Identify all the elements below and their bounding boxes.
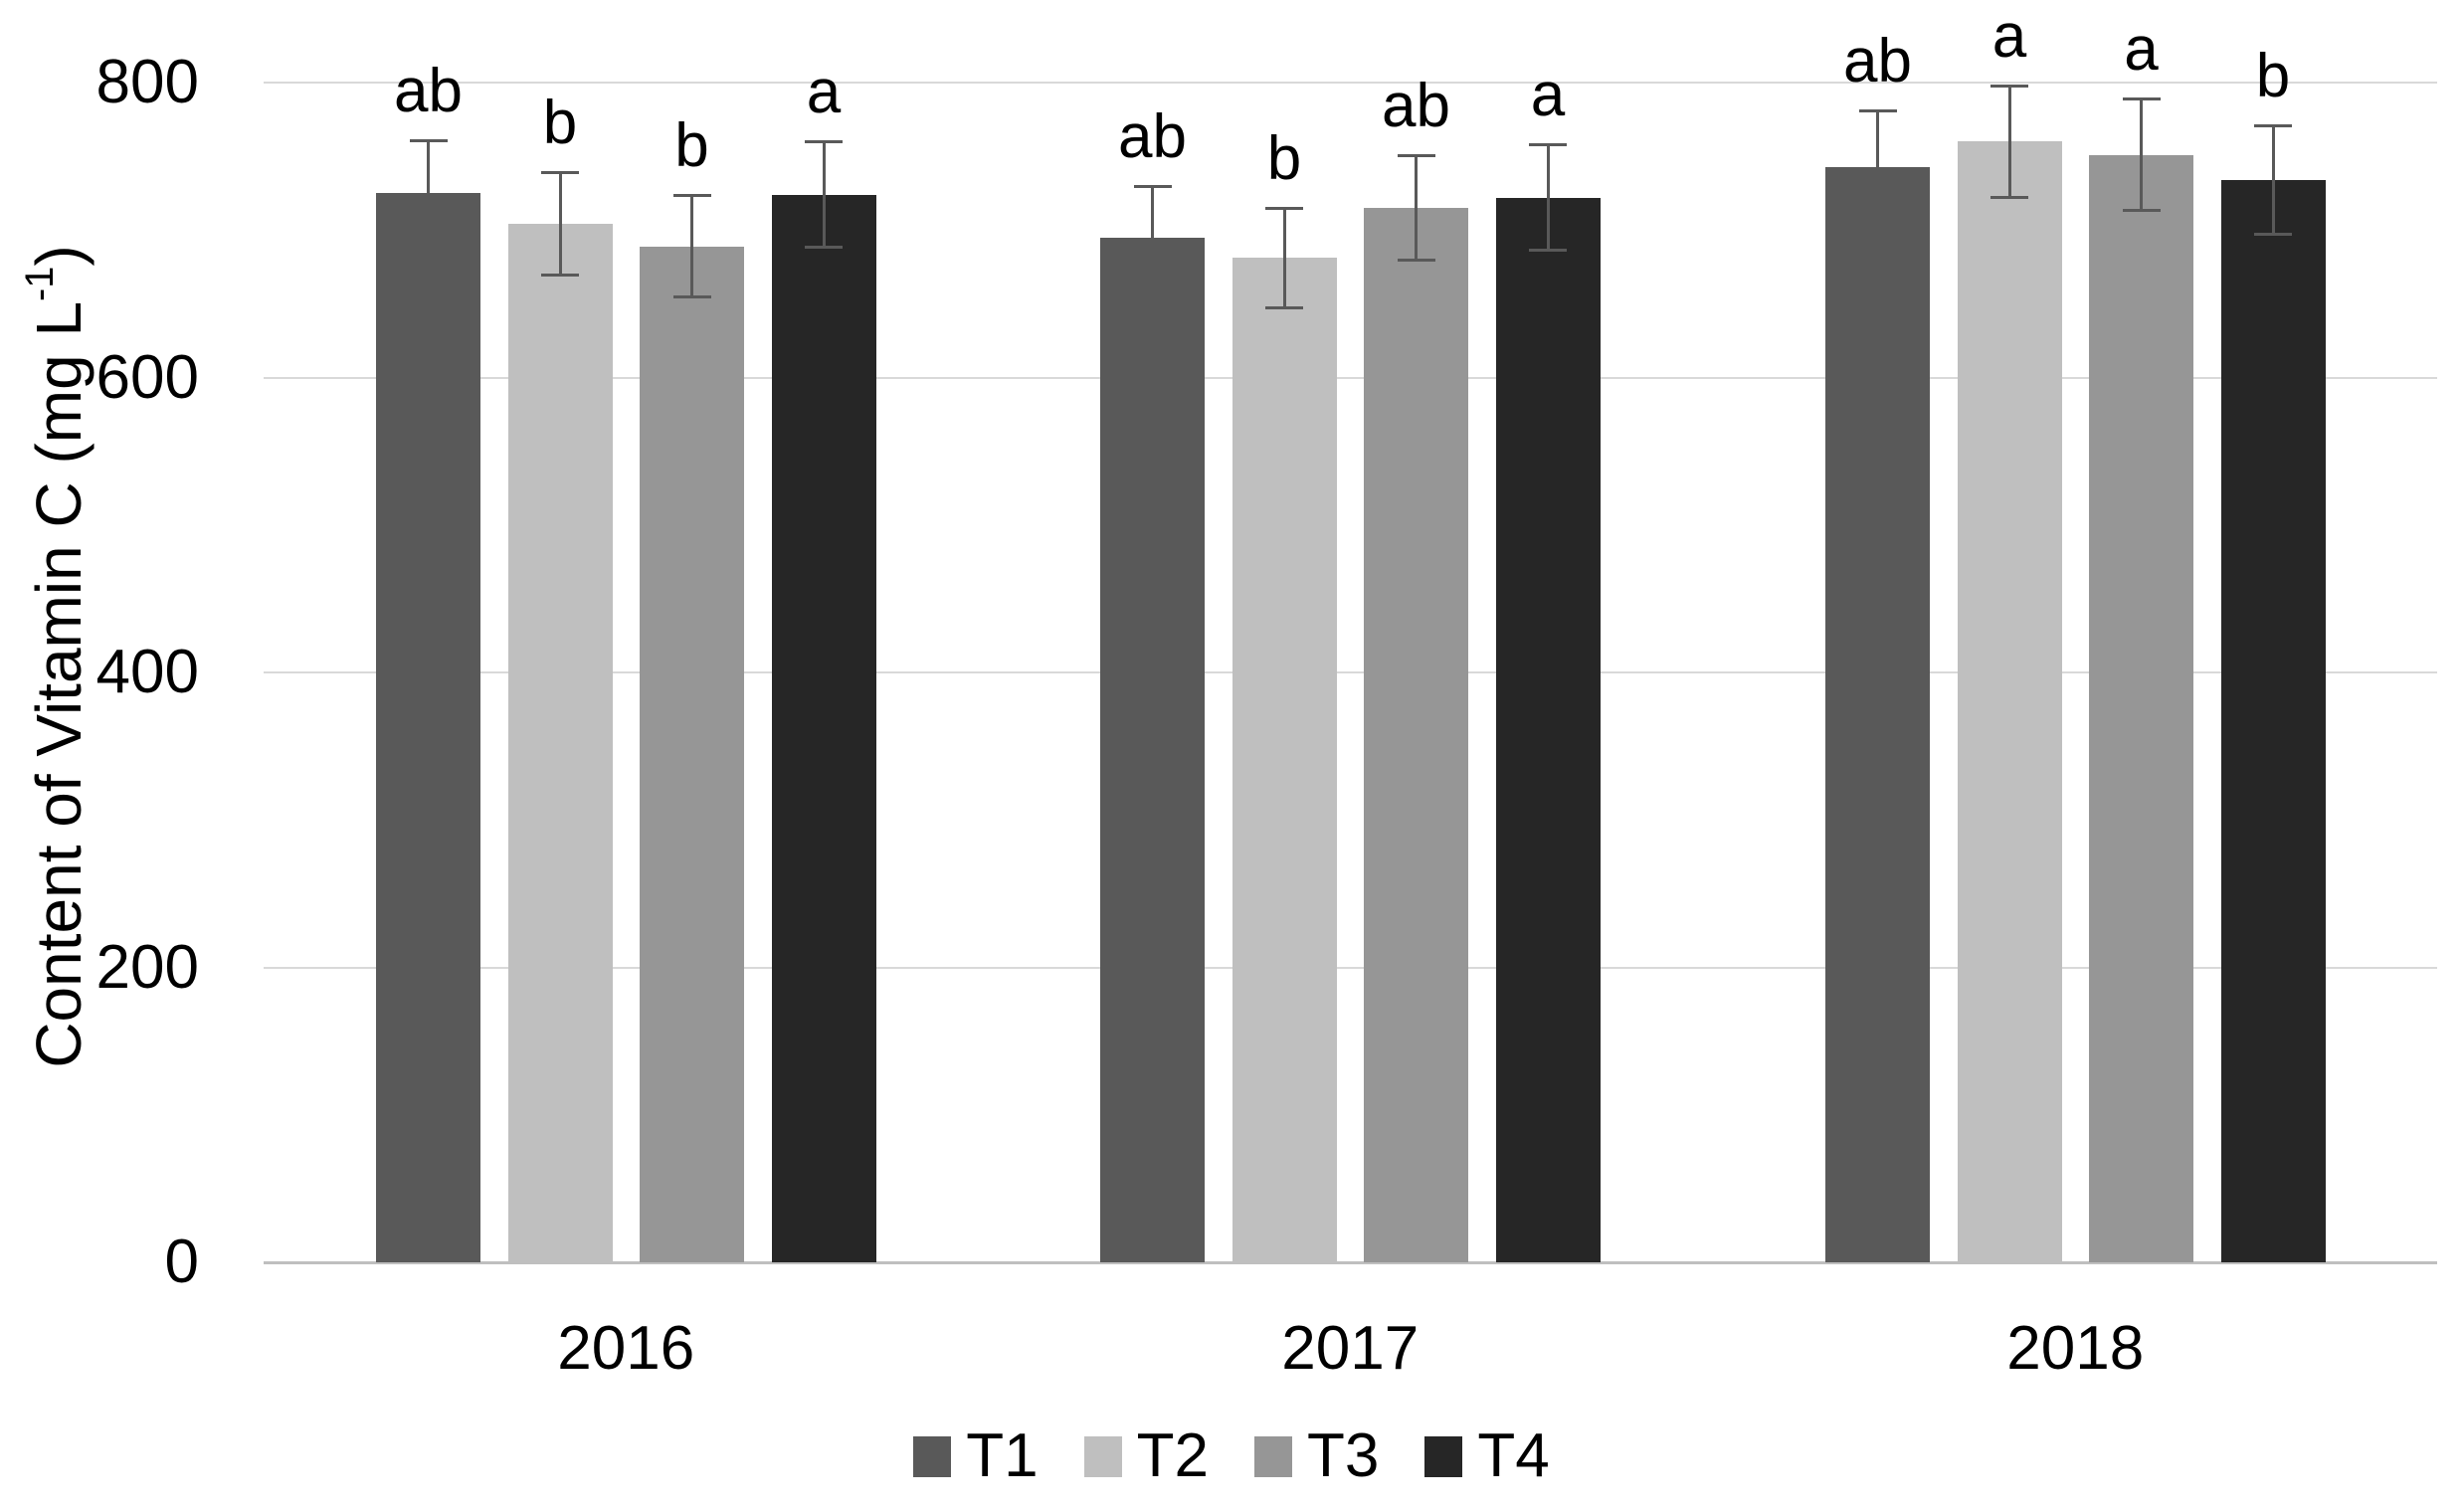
error-bar-cap-top-T4-2018 [2254, 124, 2292, 127]
legend-swatch-T4 [1424, 1435, 1463, 1477]
error-bar-cap-bottom-T2-2018 [1990, 195, 2028, 199]
error-bar-cap-bottom-T1-2016 [409, 244, 448, 248]
error-bar-T2-2016 [558, 172, 562, 277]
significance-letter-T1-2018: ab [1843, 27, 1912, 96]
error-bar-cap-top-T1-2017 [1133, 184, 1172, 188]
significance-letter-T4-2016: a [806, 58, 842, 127]
error-bar-cap-top-T2-2018 [1990, 84, 2028, 88]
bar-T4-2016 [771, 194, 876, 1262]
legend-item-T3: T3 [1254, 1425, 1379, 1487]
bar-T4-2017 [1495, 197, 1601, 1262]
significance-letter-T4-2018: b [2255, 42, 2291, 110]
bar-T3-2016 [640, 246, 744, 1262]
x-axis-label-2016: 2016 [557, 1314, 695, 1383]
error-bar-cap-bottom-T3-2016 [672, 295, 711, 299]
error-bar-T4-2017 [1546, 144, 1550, 252]
legend-label-T4: T4 [1477, 1421, 1550, 1490]
legend-swatch-T2 [1083, 1435, 1122, 1477]
error-bar-T1-2018 [1876, 110, 1879, 223]
bar-T1-2016 [376, 193, 480, 1262]
legend-item-T4: T4 [1424, 1421, 1550, 1490]
bar-T2-2016 [507, 224, 613, 1262]
error-bar-T3-2018 [2140, 98, 2143, 211]
x-axis-line [264, 1261, 2437, 1264]
gridline-600 [264, 376, 2437, 379]
significance-letter-T1-2016: ab [394, 56, 463, 125]
legend-label-T2: T2 [1136, 1421, 1209, 1490]
legend-swatch-T1 [913, 1435, 952, 1477]
error-bar-T3-2016 [690, 194, 693, 298]
significance-letter-T3-2016: b [674, 110, 709, 180]
bar-T1-2017 [1100, 237, 1205, 1262]
gridline-200 [264, 966, 2437, 969]
y-tick-label-600: 600 [95, 342, 199, 412]
error-bar-cap-top-T4-2017 [1529, 143, 1567, 147]
bar-T4-2018 [2220, 179, 2326, 1262]
error-bar-T3-2017 [1415, 154, 1418, 262]
error-bar-cap-top-T3-2017 [1397, 153, 1435, 157]
significance-letter-T4-2017: a [1530, 61, 1566, 130]
legend-swatch-T3 [1254, 1435, 1292, 1477]
error-bar-cap-bottom-T2-2017 [1265, 305, 1303, 309]
error-bar-T4-2016 [822, 141, 826, 249]
x-axis-label-2017: 2017 [1281, 1314, 1420, 1383]
legend-label-T3: T3 [1307, 1421, 1380, 1490]
error-bar-cap-bottom-T3-2017 [1397, 259, 1435, 263]
y-axis-title-superscript: -1 [18, 266, 62, 301]
y-tick-label-0: 0 [164, 1228, 199, 1296]
significance-letter-T3-2017: ab [1382, 71, 1450, 140]
significance-letter-T2-2017: b [1266, 124, 1302, 194]
bar-T1-2018 [1825, 166, 1930, 1262]
error-bar-cap-bottom-T1-2018 [1858, 220, 1897, 224]
error-bar-cap-top-T1-2016 [409, 138, 448, 142]
bar-T2-2017 [1232, 258, 1337, 1262]
significance-letter-T2-2016: b [542, 89, 578, 158]
error-bar-T4-2018 [2271, 125, 2275, 235]
error-bar-cap-bottom-T2-2016 [541, 274, 579, 278]
error-bar-cap-bottom-T4-2017 [1529, 249, 1567, 253]
error-bar-T1-2016 [427, 139, 430, 247]
error-bar-cap-top-T2-2017 [1265, 207, 1303, 211]
error-bar-T1-2017 [1151, 185, 1154, 289]
y-axis-title-suffix: ) [23, 245, 95, 267]
error-bar-cap-top-T3-2016 [672, 193, 711, 197]
error-bar-cap-bottom-T4-2016 [805, 246, 843, 250]
error-bar-T2-2018 [2007, 85, 2011, 198]
legend-label-T1: T1 [966, 1421, 1039, 1490]
bar-T2-2018 [1957, 141, 2062, 1262]
bar-T3-2018 [2089, 154, 2193, 1262]
error-bar-cap-top-T4-2016 [805, 140, 843, 144]
gridline-800 [264, 82, 2437, 84]
bar-T3-2017 [1364, 208, 1468, 1262]
error-bar-cap-top-T2-2016 [541, 171, 579, 175]
significance-letter-T3-2018: a [2124, 15, 2159, 85]
legend-item-T2: T2 [1083, 1421, 1209, 1490]
significance-letter-T2-2018: a [1991, 1, 2027, 71]
error-bar-cap-bottom-T4-2018 [2254, 232, 2292, 236]
error-bar-T2-2017 [1282, 208, 1286, 308]
error-bar-cap-bottom-T1-2017 [1133, 286, 1172, 290]
y-tick-label-400: 400 [95, 638, 199, 706]
y-tick-label-200: 200 [95, 932, 199, 1002]
y-tick-label-800: 800 [95, 48, 199, 116]
legend: T1 T2 T3 T4 [0, 1425, 2463, 1487]
error-bar-cap-bottom-T3-2018 [2122, 208, 2161, 212]
error-bar-cap-top-T3-2018 [2122, 97, 2161, 101]
significance-letter-T1-2017: ab [1118, 101, 1187, 171]
error-bar-cap-top-T1-2018 [1858, 109, 1897, 113]
plot-area: 800 600 400 200 0 ab b b a 2016 ab b ab a 2017 ab a a b 201… [96, 2, 2437, 1383]
legend-item-T1: T1 [913, 1421, 1039, 1490]
x-axis-label-2018: 2018 [2006, 1314, 2145, 1383]
gridline-400 [264, 671, 2437, 673]
